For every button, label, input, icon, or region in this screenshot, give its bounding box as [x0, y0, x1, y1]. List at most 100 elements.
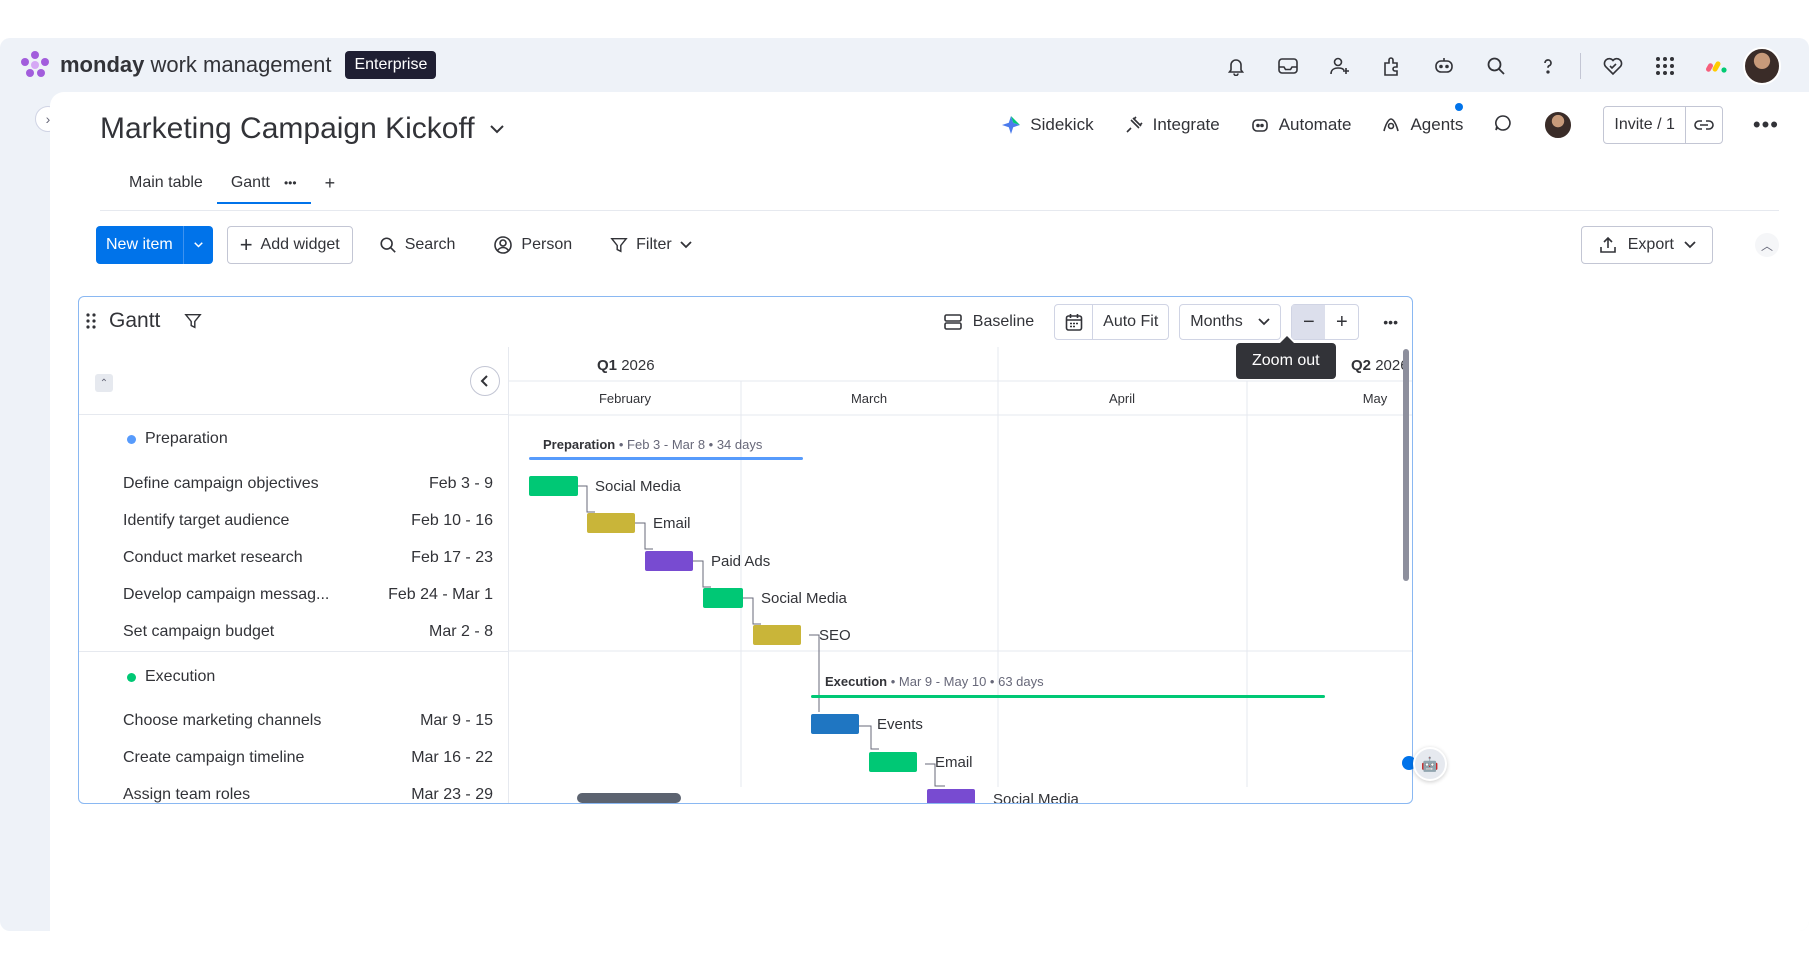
board-member-avatar[interactable] — [1543, 110, 1574, 140]
scale-select[interactable]: Months — [1179, 304, 1282, 340]
widget-title: Gantt — [109, 309, 161, 332]
list-item[interactable]: Conduct market research Feb 17 - 23 — [123, 549, 493, 567]
search-icon[interactable] — [1470, 46, 1522, 86]
horizontal-scrollbar[interactable] — [577, 793, 681, 803]
item-dates: Feb 24 - Mar 1 — [388, 586, 493, 603]
assistant-bot-button[interactable]: 🤖 — [1413, 747, 1447, 781]
invite-button[interactable]: Invite / 1 — [1603, 106, 1723, 144]
search-icon — [380, 237, 396, 253]
list-item[interactable]: Identify target audience Feb 10 - 16 — [123, 512, 493, 530]
group-divider — [79, 651, 509, 652]
app-window: monday work management Enterprise › Mark… — [0, 38, 1809, 931]
user-avatar[interactable] — [1743, 47, 1781, 85]
integrate-button[interactable]: Integrate — [1124, 115, 1220, 135]
zoom-in-button[interactable]: + — [1335, 310, 1348, 333]
person-filter-button[interactable]: Person — [481, 226, 584, 264]
new-item-button[interactable]: New item — [96, 226, 213, 264]
collapse-list-button[interactable] — [470, 366, 500, 396]
monday-logo-icon[interactable] — [18, 51, 52, 79]
help-icon[interactable] — [1522, 46, 1574, 86]
auto-fit-button[interactable]: Auto Fit — [1093, 305, 1168, 339]
baseline-button[interactable]: Baseline — [933, 304, 1044, 340]
gantt-widget: Gantt Baseline Auto Fit Months − — [78, 296, 1413, 804]
collapse-all-icon[interactable]: ⌃ — [95, 374, 113, 392]
agents-icon — [1383, 118, 1400, 132]
list-item[interactable]: Choose marketing channels Mar 9 - 15 — [123, 712, 493, 730]
item-dates: Mar 23 - 29 — [411, 786, 493, 803]
export-button[interactable]: Export — [1580, 226, 1713, 264]
app-switcher-grid-icon[interactable] — [1639, 46, 1691, 86]
gantt-bar[interactable] — [869, 752, 917, 772]
integrate-label: Integrate — [1152, 115, 1220, 134]
top-bar: monday work management Enterprise — [0, 38, 1809, 92]
status-dot — [1402, 756, 1416, 770]
gantt-bar[interactable] — [529, 476, 578, 496]
gantt-bar[interactable] — [587, 513, 635, 533]
monday-products-icon[interactable] — [1691, 46, 1743, 86]
comments-icon[interactable] — [1493, 113, 1513, 138]
group-summary-bar[interactable] — [529, 457, 803, 460]
gantt-bar-label: Social Media — [595, 478, 682, 495]
group-header-execution[interactable]: Execution — [127, 668, 215, 686]
plus-icon: + — [239, 232, 253, 257]
gantt-item-list: ⌃ Preparation Define campaign objectives… — [79, 347, 509, 803]
more-options-icon[interactable]: ••• — [1752, 112, 1779, 137]
calendar-icon[interactable] — [1055, 305, 1094, 339]
invite-member-icon[interactable] — [1314, 46, 1366, 86]
new-item-dropdown-icon[interactable] — [182, 226, 213, 264]
apps-marketplace-icon[interactable] — [1366, 46, 1418, 86]
gantt-bar-label: SEO — [819, 627, 851, 644]
group-header-preparation[interactable]: Preparation — [127, 430, 228, 448]
group-summary-bar[interactable] — [811, 695, 1325, 698]
tab-main-table[interactable]: Main table — [115, 168, 217, 204]
search-button[interactable]: Search — [367, 226, 468, 264]
list-item[interactable]: Set campaign budget Mar 2 - 8 — [123, 623, 493, 641]
gantt-bar[interactable] — [645, 551, 693, 571]
collapse-header-button[interactable]: ︿ — [1755, 233, 1779, 257]
board-tabs: Main table Gantt ••• + — [115, 168, 335, 204]
gantt-bar[interactable] — [927, 789, 975, 804]
heart-icon[interactable] — [1587, 46, 1639, 86]
top-icons — [1210, 46, 1781, 86]
filter-funnel-icon[interactable] — [184, 312, 203, 330]
group-name: Preparation — [145, 430, 228, 447]
list-item[interactable]: Define campaign objectives Feb 3 - 9 — [123, 475, 493, 493]
list-item[interactable]: Develop campaign messag... Feb 24 - Mar 1 — [123, 586, 493, 604]
zoom-out-button[interactable]: − — [1292, 305, 1326, 339]
tab-gantt[interactable]: Gantt ••• — [216, 168, 311, 204]
list-item[interactable]: Assign team roles Mar 23 - 29 — [123, 786, 493, 803]
timeline-grid — [509, 347, 1412, 787]
plan-badge: Enterprise — [345, 51, 437, 79]
filter-button[interactable]: Filter — [598, 226, 704, 264]
gantt-bar[interactable] — [703, 588, 743, 608]
chevron-down-icon — [1258, 318, 1270, 326]
agents-button[interactable]: Agents — [1381, 103, 1464, 135]
drag-handle-icon[interactable] — [85, 312, 97, 330]
inbox-icon[interactable] — [1262, 46, 1314, 86]
filter-label: Filter — [636, 236, 672, 253]
agents-label: Agents — [1410, 115, 1464, 134]
tab-options-icon[interactable]: ••• — [283, 176, 297, 190]
board-title-text: Marketing Campaign Kickoff — [100, 112, 475, 145]
chevron-down-icon[interactable] — [680, 241, 692, 249]
gantt-bar[interactable] — [811, 714, 859, 734]
gantt-bar[interactable] — [753, 625, 801, 645]
ai-bot-icon[interactable] — [1418, 46, 1470, 86]
add-widget-button[interactable]: + Add widget — [226, 226, 353, 264]
automate-button[interactable]: Automate — [1250, 115, 1351, 135]
sidekick-sparkle-icon — [1002, 116, 1021, 134]
copy-link-icon[interactable] — [1684, 107, 1722, 143]
add-view-icon[interactable]: + — [324, 172, 336, 193]
sidekick-button[interactable]: Sidekick — [1001, 115, 1094, 135]
group-name: Execution — [145, 668, 216, 685]
tab-label: Gantt — [230, 174, 270, 191]
zoom-out-tooltip: Zoom out — [1236, 336, 1336, 379]
widget-more-icon[interactable]: ••• — [1383, 314, 1398, 330]
export-upload-icon — [1599, 236, 1616, 253]
list-item[interactable]: Create campaign timeline Mar 16 - 22 — [123, 749, 493, 767]
chevron-down-icon[interactable] — [489, 124, 505, 134]
sidekick-label: Sidekick — [1030, 115, 1094, 134]
board-title[interactable]: Marketing Campaign Kickoff — [100, 112, 505, 146]
vertical-scrollbar[interactable] — [1403, 349, 1409, 581]
bell-icon[interactable] — [1210, 46, 1262, 86]
